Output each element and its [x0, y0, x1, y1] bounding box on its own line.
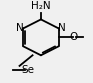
Text: Se: Se [21, 65, 34, 75]
Text: N: N [16, 23, 23, 33]
Text: H₂N: H₂N [31, 1, 51, 11]
Text: O: O [70, 32, 78, 42]
Text: N: N [58, 23, 66, 33]
